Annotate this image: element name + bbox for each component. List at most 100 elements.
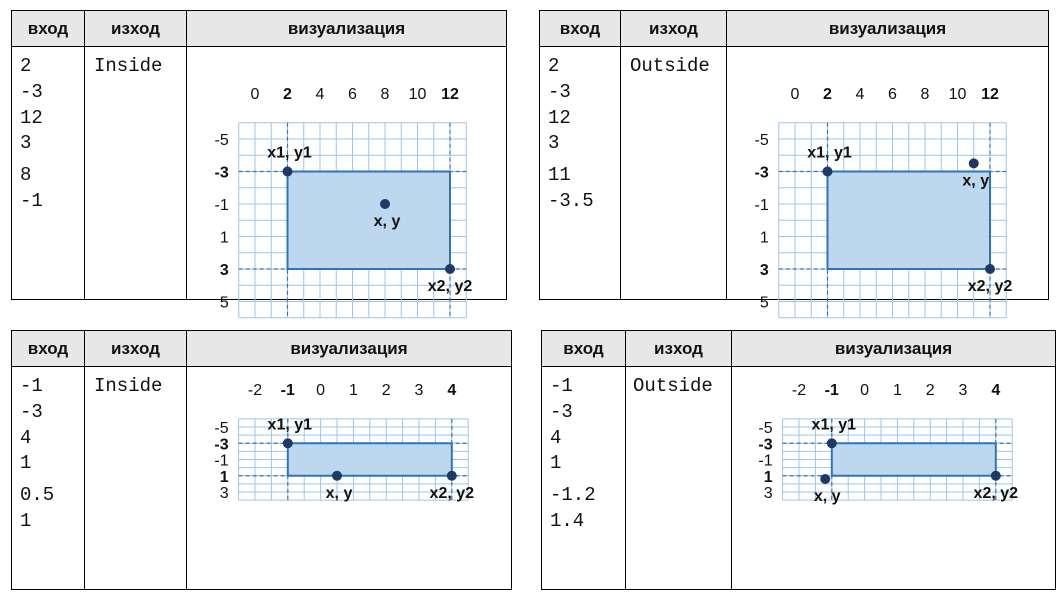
- rectangle-shape: [286, 442, 453, 477]
- x-tick-label: 6: [888, 86, 897, 103]
- x-tick-label: -1: [825, 382, 839, 399]
- x-tick-label: 0: [251, 86, 260, 103]
- x-tick-label: 2: [382, 382, 391, 399]
- x-tick-label: 1: [349, 382, 358, 399]
- input-value: 2: [548, 55, 560, 77]
- column-divider: [186, 331, 187, 589]
- x-tick-label: 1: [893, 382, 902, 399]
- input-value: 0.5: [20, 484, 55, 506]
- output-value: Inside: [94, 375, 163, 397]
- visualization-plot: 0 2 4 6 8 10 12 -5 -3 -1 1 3 5 x1, y1 x2, y2 x, y: [755, 86, 1013, 319]
- y-tick-label: 3: [220, 262, 229, 279]
- header-output: изход: [111, 339, 160, 358]
- x-tick-label: 2: [823, 86, 832, 103]
- input-value: 11: [548, 164, 571, 186]
- y-tick-label: 1: [220, 230, 229, 247]
- corner-label-2: x2, y2: [968, 278, 1013, 295]
- visualization-plot: 0 2 4 6 8 10 12 -5 -3 -1 1 3 5 x1, y1 x2, y2 x, y: [215, 86, 473, 319]
- header-row: [12, 331, 511, 367]
- test-point: [968, 158, 979, 169]
- header-input: вход: [27, 19, 69, 38]
- input-value: 1: [20, 510, 32, 532]
- column-divider: [84, 331, 85, 589]
- column-divider: [726, 11, 727, 299]
- header-row: [542, 331, 1055, 367]
- x-tick-label: 4: [991, 382, 1000, 399]
- input-value: -3: [548, 81, 571, 103]
- x-tick-label: 4: [856, 86, 865, 103]
- input-value: 4: [550, 427, 562, 449]
- x-tick-label: 3: [415, 382, 424, 399]
- y-tick-label: -5: [755, 132, 769, 149]
- y-tick-label: 3: [220, 485, 229, 502]
- rectangle-shape: [830, 442, 997, 477]
- input-value: 3: [20, 132, 32, 154]
- x-tick-label: 4: [447, 382, 456, 399]
- input-value: -3: [550, 401, 573, 423]
- input-value: -3: [20, 401, 43, 423]
- rectangle-shape: [826, 170, 991, 270]
- corner-point-1: [822, 166, 833, 177]
- header-visualization: визуализация: [828, 19, 947, 38]
- x-tick-label: 10: [409, 86, 427, 103]
- y-tick-label: -5: [214, 420, 228, 437]
- test-point: [820, 474, 831, 484]
- header-row: [12, 11, 506, 47]
- input-value: 3: [548, 132, 560, 154]
- column-divider: [625, 331, 626, 589]
- header-visualization: визуализация: [287, 19, 406, 38]
- header-input: вход: [559, 19, 601, 38]
- corner-label-1: x1, y1: [267, 145, 312, 162]
- example-panel-2: вход изход визуализация 2 -3 12 3 11 -3.…: [539, 10, 1049, 319]
- output-value: Outside: [633, 375, 713, 397]
- y-tick-label: -3: [214, 436, 228, 453]
- rectangle-shape: [286, 170, 451, 270]
- input-value: -3.5: [548, 190, 594, 212]
- y-tick-label: -5: [758, 420, 772, 437]
- test-point-label: x, y: [962, 172, 989, 189]
- y-tick-label: 5: [220, 295, 229, 312]
- x-tick-label: -2: [792, 382, 806, 399]
- y-tick-label: -3: [215, 165, 229, 182]
- x-tick-label: 6: [348, 86, 357, 103]
- x-tick-label: 12: [441, 86, 459, 103]
- test-point: [380, 199, 390, 209]
- y-tick-label: -1: [214, 453, 228, 470]
- x-tick-label: 10: [949, 86, 967, 103]
- header-output: изход: [649, 19, 698, 38]
- y-tick-label: -1: [755, 197, 769, 214]
- corner-label-1: x1, y1: [812, 416, 857, 433]
- corner-point-2: [990, 470, 1001, 481]
- corner-point-1: [826, 438, 837, 449]
- header-row: [540, 11, 1048, 47]
- header-output: изход: [654, 339, 703, 358]
- input-value: -1: [20, 190, 43, 212]
- y-tick-label: -1: [758, 453, 772, 470]
- x-tick-label: 2: [283, 86, 292, 103]
- input-value: 1: [20, 452, 32, 474]
- y-tick-label: 5: [760, 295, 769, 312]
- example-panel-1: вход изход визуализация 2 -3 12 3 8 -1 I…: [11, 10, 507, 319]
- corner-label-2: x2, y2: [428, 278, 473, 295]
- header-output: изход: [111, 19, 160, 38]
- y-tick-label: -1: [215, 197, 229, 214]
- test-point: [332, 470, 342, 481]
- x-tick-label: 2: [926, 382, 935, 399]
- x-tick-label: -2: [248, 382, 262, 399]
- x-tick-label: 0: [316, 382, 325, 399]
- output-value: Outside: [630, 55, 710, 77]
- input-value: 12: [20, 107, 43, 129]
- y-tick-label: -5: [215, 132, 229, 149]
- input-value: 8: [20, 164, 32, 186]
- x-tick-label: 4: [316, 86, 325, 103]
- input-value: -1.2: [550, 484, 596, 506]
- y-tick-label: 3: [764, 485, 773, 502]
- y-tick-label: -3: [758, 436, 772, 453]
- x-tick-label: 12: [981, 86, 999, 103]
- y-tick-label: 1: [220, 469, 229, 486]
- corner-point-1: [282, 166, 293, 177]
- test-point-label: x, y: [326, 485, 353, 502]
- y-tick-label: 1: [760, 230, 769, 247]
